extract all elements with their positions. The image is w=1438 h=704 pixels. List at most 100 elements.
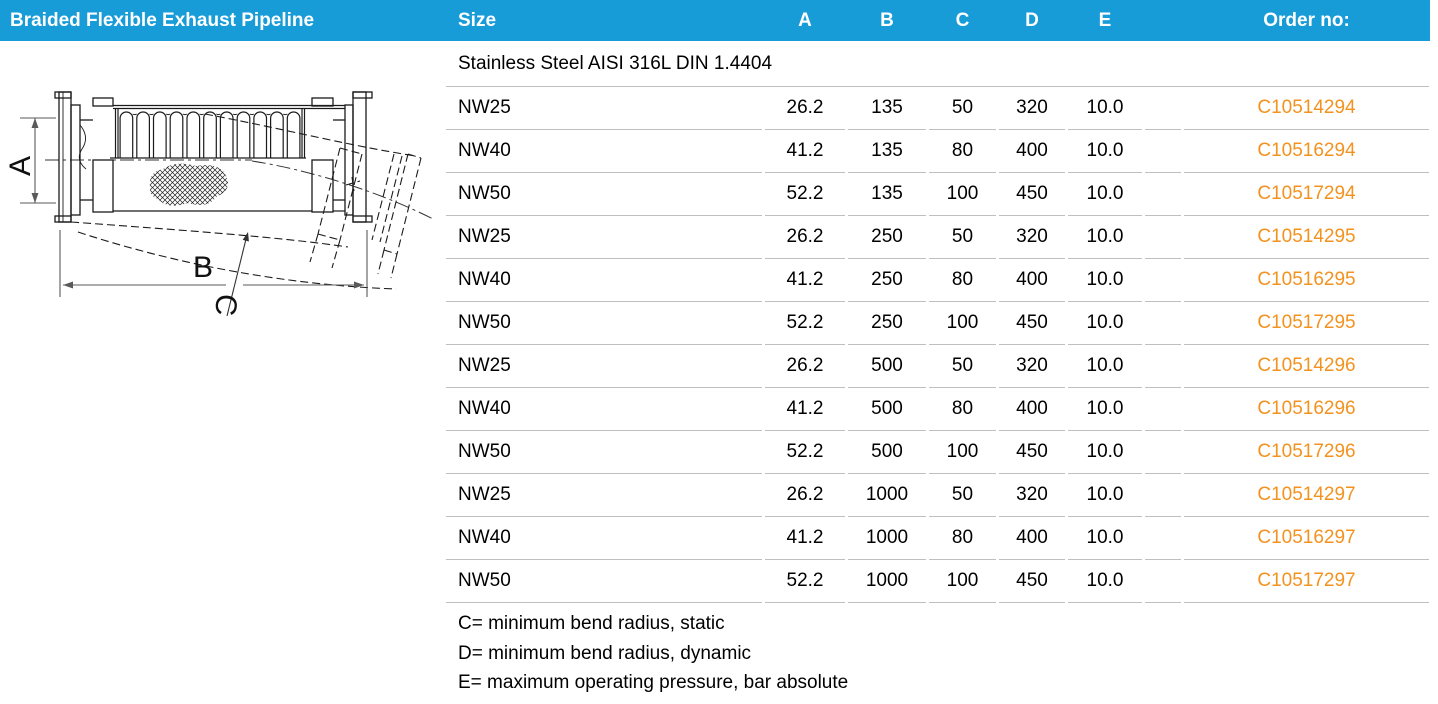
- value-cell-c: 80: [929, 130, 996, 173]
- spacer-cell: [1145, 560, 1181, 603]
- value-cell-d: 450: [999, 302, 1065, 345]
- table-row: NW40 41.2 500 80 400 10.0 C10516296: [446, 388, 1429, 431]
- value-cell-c: 100: [929, 560, 996, 603]
- size-cell: NW25: [446, 216, 762, 259]
- value-cell-c: 80: [929, 259, 996, 302]
- value-cell-c: 50: [929, 474, 996, 517]
- value-cell-b: 1000: [848, 474, 926, 517]
- pipeline-technical-drawing: A B C: [4, 91, 434, 317]
- order-number-link[interactable]: C10517295: [1184, 302, 1429, 345]
- value-cell-e: 10.0: [1068, 302, 1142, 345]
- order-number-link[interactable]: C10516296: [1184, 388, 1429, 431]
- value-cell-e: 10.0: [1068, 173, 1142, 216]
- value-cell-a: 41.2: [765, 517, 845, 560]
- table-row: NW25 26.2 250 50 320 10.0 C10514295: [446, 216, 1429, 259]
- spacer-cell: [1145, 345, 1181, 388]
- value-cell-b: 250: [848, 259, 926, 302]
- value-cell-a: 52.2: [765, 302, 845, 345]
- table-row: NW25 26.2 135 50 320 10.0 C10514294: [446, 87, 1429, 130]
- value-cell-b: 500: [848, 388, 926, 431]
- dimension-c-leader: [226, 232, 249, 317]
- order-number-link[interactable]: C10516295: [1184, 259, 1429, 302]
- value-cell-d: 450: [999, 173, 1065, 216]
- table-row: NW50 52.2 135 100 450 10.0 C10517294: [446, 173, 1429, 216]
- order-number-link[interactable]: C10516294: [1184, 130, 1429, 173]
- value-cell-b: 500: [848, 431, 926, 474]
- value-cell-c: 50: [929, 345, 996, 388]
- size-cell: NW50: [446, 302, 762, 345]
- value-cell-a: 26.2: [765, 87, 845, 130]
- column-header-c: C: [955, 9, 970, 31]
- column-header-b: B: [880, 9, 894, 31]
- spacer-cell: [1145, 173, 1181, 216]
- size-cell: NW25: [446, 345, 762, 388]
- table-row: NW40 41.2 1000 80 400 10.0 C10516297: [446, 517, 1429, 560]
- value-cell-b: 1000: [848, 517, 926, 560]
- header-row: Size A B C D E Order no:: [446, 0, 1429, 41]
- size-cell: NW40: [446, 388, 762, 431]
- footnotes: C= minimum bend radius, static D= minimu…: [458, 609, 848, 698]
- dimension-label-c: C: [208, 293, 243, 317]
- value-cell-e: 10.0: [1068, 345, 1142, 388]
- size-cell: NW50: [446, 560, 762, 603]
- size-cell: NW40: [446, 517, 762, 560]
- value-cell-e: 10.0: [1068, 216, 1142, 259]
- value-cell-c: 50: [929, 87, 996, 130]
- material-row: Stainless Steel AISI 316L DIN 1.4404: [446, 41, 1429, 87]
- column-header-e: E: [1098, 9, 1112, 31]
- value-cell-e: 10.0: [1068, 87, 1142, 130]
- spacer-cell: [1145, 388, 1181, 431]
- value-cell-a: 41.2: [765, 130, 845, 173]
- size-cell: NW25: [446, 474, 762, 517]
- value-cell-c: 80: [929, 388, 996, 431]
- value-cell-a: 41.2: [765, 259, 845, 302]
- value-cell-a: 41.2: [765, 388, 845, 431]
- dimension-a: [20, 117, 56, 204]
- value-cell-a: 52.2: [765, 173, 845, 216]
- size-cell: NW40: [446, 259, 762, 302]
- spec-table: Size A B C D E Order no: Stainless Steel…: [443, 0, 1432, 603]
- spacer-cell: [1145, 130, 1181, 173]
- order-number-link[interactable]: C10517294: [1184, 173, 1429, 216]
- bent-position-dashed: [70, 113, 422, 290]
- value-cell-d: 400: [999, 517, 1065, 560]
- table-body: Stainless Steel AISI 316L DIN 1.4404 NW2…: [446, 41, 1429, 603]
- spacer-cell: [1145, 216, 1181, 259]
- column-header-order-no: Order no:: [1263, 9, 1350, 31]
- flange-left: [54, 91, 114, 223]
- value-cell-e: 10.0: [1068, 560, 1142, 603]
- value-cell-c: 50: [929, 216, 996, 259]
- value-cell-a: 26.2: [765, 474, 845, 517]
- spacer-cell: [1145, 302, 1181, 345]
- value-cell-b: 500: [848, 345, 926, 388]
- value-cell-b: 135: [848, 87, 926, 130]
- value-cell-d: 450: [999, 431, 1065, 474]
- table-row: NW50 52.2 250 100 450 10.0 C10517295: [446, 302, 1429, 345]
- dimension-label-b: B: [193, 251, 213, 284]
- order-number-link[interactable]: C10516297: [1184, 517, 1429, 560]
- size-cell: NW40: [446, 130, 762, 173]
- order-number-link[interactable]: C10517296: [1184, 431, 1429, 474]
- value-cell-e: 10.0: [1068, 259, 1142, 302]
- size-cell: NW50: [446, 173, 762, 216]
- table-row: NW50 52.2 500 100 450 10.0 C10517296: [446, 431, 1429, 474]
- bellows-valleys: [132, 113, 288, 116]
- order-number-link[interactable]: C10514297: [1184, 474, 1429, 517]
- value-cell-d: 400: [999, 259, 1065, 302]
- table-row: NW40 41.2 250 80 400 10.0 C10516295: [446, 259, 1429, 302]
- value-cell-e: 10.0: [1068, 431, 1142, 474]
- order-number-link[interactable]: C10514296: [1184, 345, 1429, 388]
- spacer-cell: [1145, 474, 1181, 517]
- order-number-link[interactable]: C10517297: [1184, 560, 1429, 603]
- table-row: NW50 52.2 1000 100 450 10.0 C10517297: [446, 560, 1429, 603]
- dimension-label-a: A: [4, 156, 37, 176]
- table-row: NW40 41.2 135 80 400 10.0 C10516294: [446, 130, 1429, 173]
- spacer-column: [1145, 0, 1181, 41]
- order-number-link[interactable]: C10514295: [1184, 216, 1429, 259]
- dimension-b: [59, 230, 368, 297]
- bellows-arches: [119, 111, 301, 158]
- flange-right: [311, 91, 373, 223]
- value-cell-e: 10.0: [1068, 517, 1142, 560]
- order-number-link[interactable]: C10514294: [1184, 87, 1429, 130]
